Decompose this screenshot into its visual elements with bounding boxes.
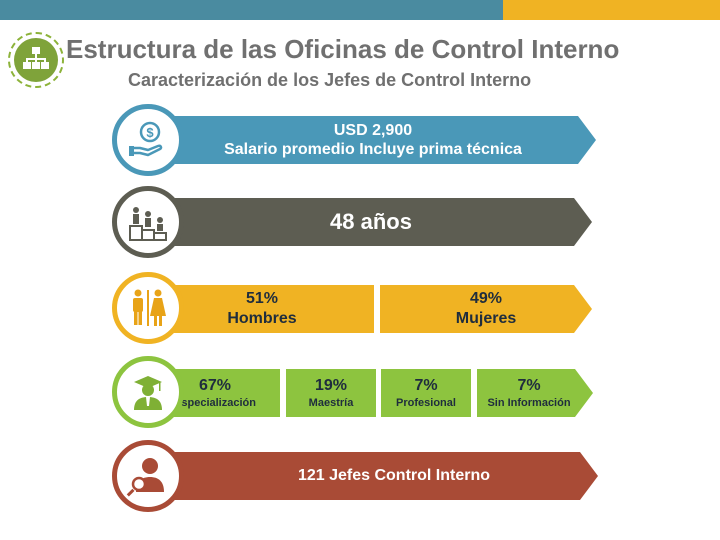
male-female-icon: [133, 289, 166, 326]
education-pct: 7%: [414, 377, 438, 394]
education-pct: 7%: [517, 377, 541, 394]
education-item: 7% Sin Información: [477, 369, 593, 417]
total-banner: 121 Jefes Control Interno: [150, 452, 598, 500]
education-item: 7% Profesional: [381, 369, 471, 417]
top-bar-blue-segment: [0, 0, 503, 20]
gender-item-women: 49% Mujeres: [380, 285, 592, 333]
education-label: Maestría: [308, 397, 354, 409]
education-label: Sin Información: [487, 397, 571, 409]
education-item: 19% Maestría: [286, 369, 376, 417]
gender-row: 51% Hombres 49% Mujeres: [0, 272, 720, 344]
top-color-bar: [0, 0, 720, 20]
salary-label: Salario promedio Incluye prima técnica: [224, 141, 522, 158]
salary-row: USD 2,900 Salario promedio Incluye prima…: [0, 104, 720, 176]
person-search-icon: [126, 458, 164, 497]
page-subtitle: Caracterización de los Jefes de Control …: [128, 70, 532, 90]
age-icon-circle: [112, 186, 184, 258]
gender-label: Hombres: [227, 310, 297, 327]
age-value: 48 años: [330, 209, 412, 234]
education-icon-circle: [112, 356, 184, 428]
total-icon-circle: [112, 440, 184, 512]
age-banner: 48 años: [150, 198, 592, 246]
gender-pct: 51%: [245, 290, 279, 307]
graduate-icon: [134, 376, 162, 410]
age-row: 48 años: [0, 186, 720, 258]
salary-icon-circle: $: [112, 104, 184, 176]
page-title: Estructura de las Oficinas de Control In…: [66, 34, 620, 64]
money-hand-icon: $: [129, 121, 163, 157]
education-pct: 19%: [314, 377, 348, 394]
top-bar-yellow-segment: [503, 0, 720, 20]
gender-icon-circle: [112, 272, 184, 344]
org-chart-logo: [8, 32, 64, 88]
podium-people-icon: [129, 207, 167, 241]
salary-amount: USD 2,900: [333, 122, 413, 139]
education-row: 67% Especialización 19% Maestría 7% Prof…: [0, 356, 720, 428]
org-chart-icon: [23, 47, 49, 69]
education-label: Profesional: [396, 397, 456, 409]
total-row: 121 Jefes Control Interno: [0, 440, 720, 512]
gender-label: Mujeres: [455, 310, 517, 327]
total-label: 121 Jefes Control Interno: [297, 467, 491, 484]
gender-item-men: 51% Hombres: [150, 285, 374, 333]
gender-pct: 49%: [469, 290, 503, 307]
education-pct: 67%: [198, 377, 232, 394]
salary-banner: USD 2,900 Salario promedio Incluye prima…: [150, 116, 596, 164]
education-label: Especialización: [174, 397, 256, 409]
svg-text:$: $: [146, 125, 154, 140]
